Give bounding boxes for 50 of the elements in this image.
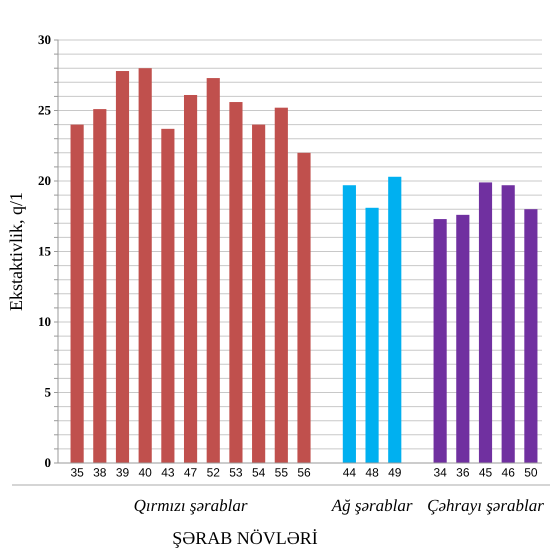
x-tick-label: 52: [206, 466, 220, 480]
bar: [434, 219, 447, 463]
x-tick-label: 55: [274, 466, 288, 480]
text: Qırmızı şərablar: [134, 496, 248, 515]
x-tick-label: 47: [184, 466, 198, 480]
x-tick-label: 49: [388, 466, 402, 480]
x-tick-label: 46: [502, 466, 516, 480]
y-tick-label: 25: [38, 102, 52, 118]
y-tick-label: 0: [44, 455, 51, 470]
y-tick-label: 15: [38, 244, 52, 259]
bar: [229, 102, 243, 463]
x-tick-label: 50: [524, 466, 538, 480]
x-tick-label: 43: [161, 466, 175, 480]
x-tick-label: 48: [365, 466, 380, 480]
x-tick-label: 39: [116, 466, 130, 480]
bar: [274, 108, 288, 463]
bar: [342, 185, 356, 463]
y-tick-label: 5: [44, 384, 52, 400]
bar: [138, 68, 152, 463]
x-tick-label: 56: [297, 466, 311, 480]
x-tick-label: 34: [433, 466, 448, 480]
bar: [502, 185, 515, 463]
x-tick-label: 54: [252, 466, 266, 480]
bar: [206, 78, 220, 463]
x-tick-label: 53: [229, 466, 243, 480]
x-tick-label: 38: [93, 466, 107, 480]
y-axis-title: Ekstaktivlik, q/1: [6, 192, 26, 311]
x-tick-label: 36: [456, 466, 470, 480]
y-tick-label: 20: [38, 173, 51, 188]
bar: [93, 109, 106, 463]
bar: [252, 124, 266, 463]
bar: [184, 94, 198, 463]
x-tick-label: 45: [478, 466, 492, 480]
bar: [70, 124, 84, 463]
x-axis-title: ŞƏRAB NÖVLƏRİ: [172, 528, 318, 548]
y-tick-label: 10: [38, 314, 51, 330]
bar: [524, 209, 538, 463]
x-tick-label: 44: [342, 466, 356, 480]
bar: [388, 176, 402, 463]
bar: [365, 208, 379, 463]
bar: [456, 214, 470, 463]
text: Ağ şərablar: [330, 496, 413, 515]
x-tick-label: 35: [70, 466, 84, 480]
bar: [297, 152, 311, 463]
bar: [116, 71, 130, 463]
bar: [161, 128, 174, 463]
y-tick-label: 30: [38, 32, 51, 48]
text: Çəhrayı şərablar: [427, 496, 544, 515]
bar: [478, 182, 492, 463]
x-tick-label: 40: [138, 466, 152, 480]
